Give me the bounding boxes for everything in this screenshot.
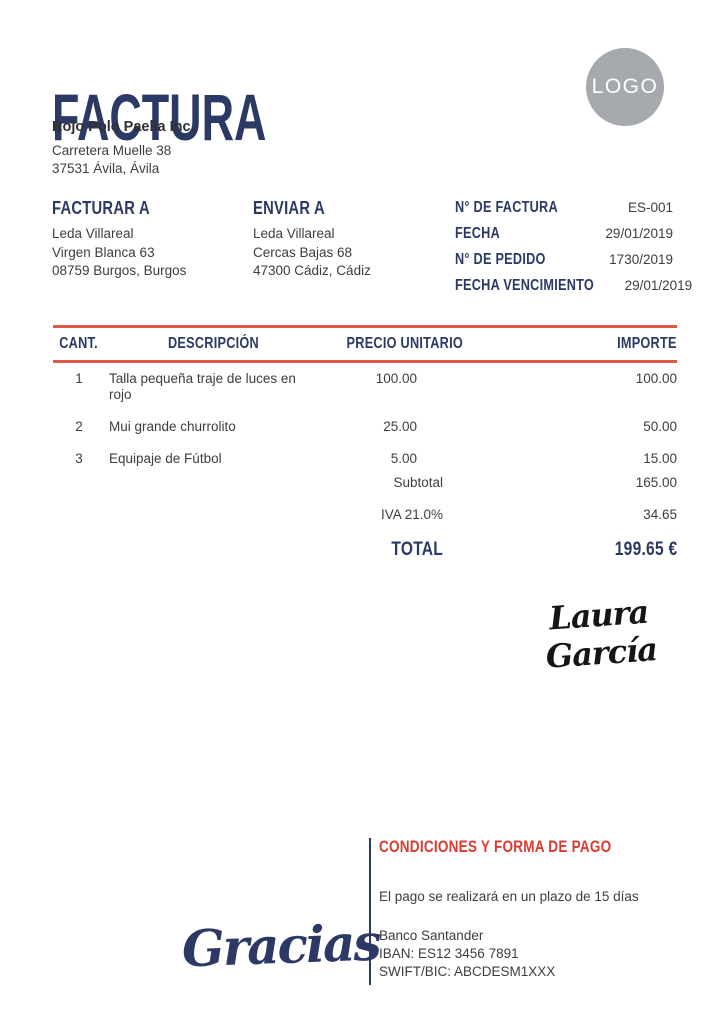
- grand-total-value: 199.65 €: [614, 539, 677, 560]
- bill-to-line: Virgen Blanca 63: [52, 244, 155, 260]
- logo-text: LOGO: [591, 75, 659, 98]
- item-amount: 50.00: [643, 419, 677, 434]
- ship-to-line: 47300 Cádiz, Cádiz: [253, 263, 371, 278]
- invoice-meta: N° DE FACTURA ES-001 FECHA 29/01/2019 N°…: [455, 200, 692, 304]
- table-row: 1 Talla pequeña traje de luces en rojo 1…: [53, 363, 677, 411]
- invoice-number-label: N° DE FACTURA: [455, 199, 558, 216]
- item-unit-price: 5.00: [390, 451, 417, 466]
- item-amount: 15.00: [643, 451, 677, 466]
- date-value: 29/01/2019: [605, 226, 673, 241]
- payment-conditions-block: CONDICIONES Y FORMA DE PAGO El pago se r…: [379, 839, 689, 981]
- item-description: Talla pequeña traje de luces en rojo: [109, 371, 296, 402]
- company-block: Rojo Polo Paella Inc. Carretera Muelle 3…: [52, 118, 195, 178]
- subtotal-label: Subtotal: [393, 475, 443, 490]
- order-number-label: N° DE PEDIDO: [455, 251, 546, 268]
- payment-conditions-heading: CONDICIONES Y FORMA DE PAGO: [379, 838, 612, 856]
- bill-to-block: FACTURAR A Leda Villareal Virgen Blanca …: [52, 199, 186, 281]
- header-qty: CANT.: [59, 335, 99, 352]
- handwritten-signature: Laura García: [544, 592, 659, 676]
- item-description: Mui grande churrolito: [109, 419, 236, 434]
- bank-details: Banco Santander IBAN: ES12 3456 7891 SWI…: [379, 927, 689, 981]
- ship-to-heading: ENVIAR A: [253, 198, 325, 218]
- due-date-label: FECHA VENCIMIENTO: [455, 277, 595, 294]
- company-address-line: 37531 Ávila, Ávila: [52, 161, 160, 176]
- item-amount: 100.00: [635, 371, 677, 386]
- tax-label: IVA 21.0%: [380, 507, 443, 522]
- item-qty: 3: [75, 451, 83, 466]
- bill-to-line: 08759 Burgos, Burgos: [52, 263, 187, 278]
- header-unit-price: PRECIO UNITARIO: [346, 335, 463, 352]
- item-unit-price: 100.00: [375, 371, 417, 386]
- bill-to-line: Leda Villareal: [52, 226, 134, 241]
- meta-row-due-date: FECHA VENCIMIENTO 29/01/2019: [455, 277, 692, 294]
- items-table-body: 1 Talla pequeña traje de luces en rojo 1…: [53, 363, 677, 475]
- item-qty: 1: [75, 371, 83, 386]
- table-row: 3 Equipaje de Fútbol 5.00 15.00: [53, 443, 677, 475]
- item-qty: 2: [75, 419, 83, 434]
- totals-block: Subtotal 165.00 IVA 21.0% 34.65 TOTAL 19…: [53, 467, 677, 569]
- bank-swift: SWIFT/BIC: ABCDESM1XXX: [379, 964, 556, 979]
- invoice-number-value: ES-001: [627, 200, 673, 215]
- ship-to-block: ENVIAR A Leda Villareal Cercas Bajas 68 …: [253, 199, 371, 281]
- header-amount: IMPORTE: [617, 335, 677, 352]
- ship-to-line: Cercas Bajas 68: [253, 244, 353, 260]
- bank-iban: IBAN: ES12 3456 7891: [379, 946, 519, 961]
- payment-term: El pago se realizará en un plazo de 15 d…: [379, 889, 639, 904]
- grand-total-label: TOTAL: [391, 539, 443, 560]
- header-description: DESCRIPCIÓN: [167, 335, 259, 352]
- company-address-line: Carretera Muelle 38: [52, 143, 172, 158]
- due-date-value: 29/01/2019: [624, 278, 693, 293]
- table-row: 2 Mui grande churrolito 25.00 50.00: [53, 411, 677, 443]
- page-title-text: FACTURA: [52, 80, 267, 155]
- item-description: Equipaje de Fútbol: [109, 451, 222, 466]
- tax-value: 34.65: [643, 507, 677, 522]
- meta-row-invoice-number: N° DE FACTURA ES-001: [455, 200, 673, 216]
- thank-you-script: Gracias: [181, 912, 381, 979]
- page-title: FACTURA: [52, 84, 367, 150]
- company-name: Rojo Polo Paella Inc.: [52, 119, 195, 135]
- subtotal-value: 165.00: [635, 475, 677, 490]
- tax-row: IVA 21.0% 34.65: [53, 499, 677, 531]
- bill-to-heading: FACTURAR A: [52, 198, 150, 218]
- item-unit-price: 25.00: [383, 419, 417, 434]
- order-number-value: 1730/2019: [609, 252, 673, 267]
- ship-to-line: Leda Villareal: [253, 226, 335, 241]
- logo-placeholder: LOGO: [586, 48, 664, 126]
- meta-row-order-number: N° DE PEDIDO 1730/2019: [455, 252, 673, 268]
- date-label: FECHA: [455, 225, 501, 242]
- footer-divider: [369, 838, 371, 985]
- subtotal-row: Subtotal 165.00: [53, 467, 677, 499]
- items-table-header: CANT. DESCRIPCIÓN PRECIO UNITARIO IMPORT…: [53, 325, 677, 363]
- meta-row-date: FECHA 29/01/2019: [455, 226, 673, 242]
- grand-total-row: TOTAL 199.65 €: [53, 531, 677, 569]
- bank-name: Banco Santander: [379, 928, 484, 943]
